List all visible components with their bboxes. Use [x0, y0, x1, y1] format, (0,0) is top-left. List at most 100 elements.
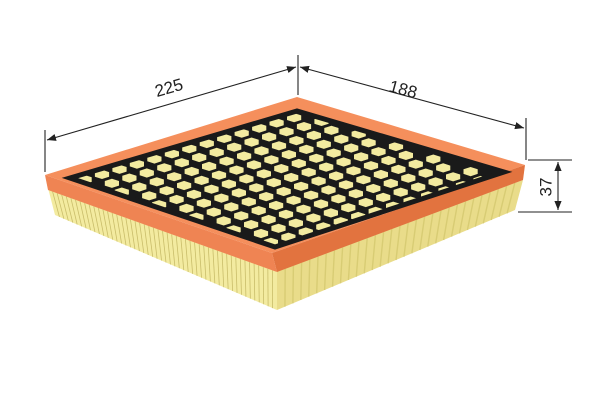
pleat-line — [185, 239, 189, 273]
pleat-line — [120, 216, 127, 246]
mesh-cell — [196, 198, 211, 208]
pleat-line — [88, 204, 96, 233]
mesh-cell — [174, 158, 189, 168]
mesh-cell — [326, 148, 341, 158]
mesh-cell — [361, 138, 376, 148]
mesh-cell — [288, 218, 303, 228]
mesh-cell — [186, 189, 202, 199]
mesh-cell — [286, 195, 301, 205]
pleat-line — [116, 214, 122, 244]
pleat-line — [107, 211, 114, 240]
mesh-cell — [266, 178, 281, 188]
pleat-line — [70, 198, 78, 225]
dimension-line-length — [46, 66, 297, 141]
pleat-line — [379, 232, 385, 267]
mesh-cell — [398, 150, 413, 160]
pleat-line — [52, 191, 60, 218]
pleat-line — [162, 230, 167, 263]
dimension-label-height: 37 — [536, 178, 555, 197]
mesh-cell — [132, 182, 147, 192]
mesh-cell — [274, 164, 289, 174]
mesh-cell — [329, 171, 344, 181]
mesh-cell — [436, 163, 451, 173]
pleat-line — [61, 194, 69, 221]
mesh-cell — [391, 164, 406, 174]
pleat-line — [253, 263, 256, 301]
mesh-cell — [224, 202, 239, 212]
mesh-cell — [234, 211, 249, 221]
mesh-cell — [202, 161, 217, 171]
pleat-line — [244, 260, 247, 297]
filter-body — [48, 180, 523, 310]
mesh-cell — [401, 173, 416, 183]
mesh-cell — [381, 155, 396, 166]
mesh-cell — [313, 199, 329, 209]
pleat-line — [339, 247, 344, 284]
mesh-cell — [366, 183, 381, 194]
mesh-cell — [194, 175, 209, 185]
mesh-cell — [383, 178, 398, 188]
pleat-line — [387, 228, 393, 264]
pleat-lines-right — [284, 182, 516, 307]
mesh-cell — [204, 184, 219, 194]
mesh-cell — [246, 160, 262, 170]
dimension-label-width: 188 — [387, 77, 419, 103]
mesh-cell — [316, 139, 331, 149]
mesh-cell — [214, 193, 229, 203]
dimension-line-width — [299, 65, 525, 130]
mesh-cell — [167, 172, 182, 182]
pleat-line — [300, 262, 303, 301]
mesh-cell — [346, 166, 361, 176]
dimension-height: 37 — [518, 159, 572, 213]
mesh-cell — [231, 188, 246, 198]
mesh-cell — [296, 204, 311, 214]
mesh-cell — [261, 214, 276, 225]
dimension-width: 188 — [299, 65, 527, 160]
mesh-cell — [159, 186, 174, 196]
mesh-cell — [239, 174, 254, 184]
mesh-cell — [334, 134, 349, 144]
mesh-cell — [418, 168, 433, 178]
pleat-line — [171, 234, 176, 267]
pleat-line — [450, 204, 459, 237]
mesh-cell — [271, 141, 287, 151]
mesh-cell — [463, 167, 478, 177]
pleat-line — [395, 225, 401, 261]
mesh-cell — [363, 161, 379, 171]
pleat-line — [249, 262, 251, 299]
mesh-cell — [276, 186, 291, 197]
mesh-cell — [157, 163, 172, 173]
pleat-line — [331, 250, 336, 287]
mesh-cell — [259, 192, 274, 202]
pleat-line — [474, 195, 483, 227]
mesh-cell — [139, 168, 154, 178]
mesh-cell — [177, 180, 192, 191]
pleat-line — [434, 210, 442, 244]
mesh-cell — [373, 169, 388, 180]
pleat-line — [427, 213, 434, 247]
mesh-cell — [344, 143, 359, 153]
pleat-line — [203, 245, 207, 280]
pleat-line — [207, 247, 211, 282]
pleat-line — [292, 265, 295, 304]
pleat-line — [498, 185, 508, 217]
pleat-line — [506, 182, 516, 214]
pleat-line — [347, 244, 352, 281]
pleat-line — [189, 240, 194, 274]
mesh-cell — [169, 194, 184, 205]
mesh-cell — [321, 185, 336, 195]
pleat-line — [75, 199, 83, 227]
mesh-cell — [393, 187, 408, 197]
filter-mesh-grid — [61, 108, 513, 250]
pleat-line — [157, 229, 162, 261]
pleat-line — [139, 222, 145, 254]
pleat-line — [371, 235, 377, 271]
mesh-cell — [253, 228, 269, 239]
mesh-cell — [209, 147, 224, 157]
dimension-label-length: 225 — [153, 75, 186, 101]
mesh-cell — [271, 223, 286, 233]
pleat-line — [166, 232, 171, 265]
mesh-cell — [281, 150, 296, 160]
pleat-line — [466, 198, 475, 231]
mesh-cell — [206, 207, 221, 217]
